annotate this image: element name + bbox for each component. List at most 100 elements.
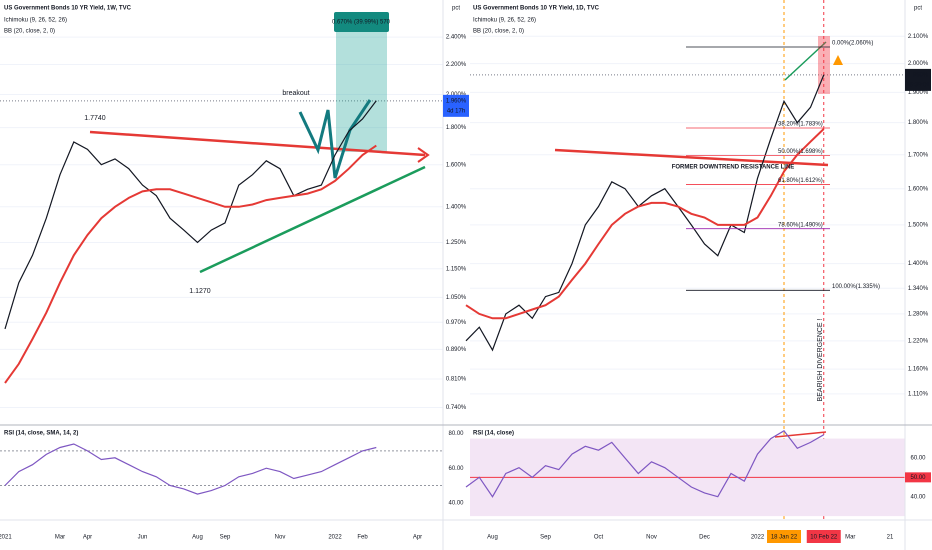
x-tick-label: Aug — [192, 535, 203, 541]
y-tick-label: 2.400% — [446, 35, 467, 41]
last-price-bg — [905, 68, 931, 91]
date-label-bg — [767, 530, 801, 543]
indicator-label: Ichimoku (9, 26, 52, 26) — [473, 18, 536, 24]
warning-icon — [833, 55, 843, 65]
y-tick-label: 0.740% — [446, 405, 467, 411]
y-tick-label: 1.340% — [908, 286, 929, 292]
x-tick-label: Mar — [845, 535, 855, 541]
series-line — [465, 430, 825, 498]
x-tick-label: Feb — [357, 535, 368, 541]
annotation: FORMER DOWNTREND RESISTANCE LINE — [672, 165, 795, 171]
y-tick-label: 1.500% — [908, 223, 929, 229]
y-tick-label: 1.250% — [446, 240, 467, 246]
callout-bg — [334, 12, 389, 32]
trendline — [554, 148, 829, 167]
x-tick-label: 10 Feb 22 — [810, 535, 838, 541]
chart-title: US Government Bonds 10 YR Yield, 1W, TVC — [4, 6, 132, 12]
chart-title: RSI (14, close, SMA, 14, 2) — [4, 431, 78, 437]
x-tick-label: Apr — [413, 535, 422, 541]
x-tick-label: Nov — [646, 535, 657, 541]
x-tick-label: Aug — [487, 535, 498, 541]
x-tick-label: Jun — [138, 535, 148, 541]
x-tick-label: Dec — [699, 535, 710, 541]
y-tick-label: 0.890% — [446, 347, 467, 353]
y-tick-label: 1.600% — [446, 162, 467, 168]
indicator-label: BB (20, close, 2, 0) — [4, 29, 55, 35]
y-tick-label: 1.800% — [446, 125, 467, 131]
divergence-line — [774, 431, 827, 438]
chart-layer: 2.400% 2.200% 2.000% 1.800% 1.600% 1.400% 1.25… — [0, 6, 931, 543]
y-tick-label: 1.160% — [908, 367, 929, 373]
y-tick-label: 1.110% — [908, 391, 929, 397]
annotation: breakout — [282, 90, 309, 97]
last-price-label: 1.960% — [446, 98, 467, 104]
fib-label: 61.80%(1.612%) — [778, 178, 823, 184]
last-price-bg — [443, 94, 469, 117]
level-label: 1.7740 — [84, 115, 106, 122]
y-tick-label: 1.800% — [908, 120, 929, 126]
trendline — [199, 165, 426, 274]
y-tick-label: 40.00 — [910, 494, 926, 500]
y-tick-label: 80.00 — [448, 431, 464, 437]
series-line — [465, 128, 825, 320]
fib-label: 38.20%(1.783%) — [778, 122, 823, 128]
fib-label: 0.00%(2.060%) — [832, 41, 873, 47]
arrow — [417, 147, 430, 163]
callout-text: 0.670% (39.99%) 570 — [332, 20, 391, 26]
y-tick-label: 60.00 — [448, 466, 464, 472]
x-tick-label: 2022 — [328, 535, 342, 541]
y-tick-label: 2.100% — [908, 34, 929, 40]
highlight-box — [818, 36, 830, 94]
x-tick-label: Nov — [275, 535, 286, 541]
y-tick-label: 2.200% — [446, 62, 467, 68]
x-tick-label: 2022 — [751, 535, 765, 541]
fib-label: 100.00%(1.335%) — [832, 284, 880, 290]
countdown: 4d 17h — [447, 108, 465, 114]
y-tick-label: 0.810% — [446, 377, 467, 383]
axis-unit: pct — [914, 6, 922, 12]
countdown: 16:39:01 — [906, 82, 930, 88]
series-line — [4, 443, 377, 495]
last-price-label: 1.960% — [908, 72, 929, 78]
indicator-label: Ichimoku (9, 26, 52, 26) — [4, 18, 67, 24]
y-tick-label: 1.400% — [446, 204, 467, 210]
y-tick-label: 2.000% — [908, 61, 929, 67]
chart-title: RSI (14, close) — [473, 431, 514, 437]
date-label-bg — [806, 530, 841, 543]
x-tick-label: 18 Jan 22 — [771, 535, 798, 541]
y-tick-label: 1.280% — [908, 311, 929, 317]
fib-label: 50.00%(1.698%) — [778, 149, 823, 155]
y-tick-label: 1.220% — [908, 338, 929, 344]
path-drawing — [298, 99, 372, 179]
x-tick-label: Sep — [540, 535, 551, 541]
grid-layer — [0, 0, 905, 520]
trendline — [784, 41, 827, 81]
series-line — [4, 100, 377, 330]
annotation: BEARISH DIVERGENCE ! — [817, 319, 824, 402]
y-tick-label: 50.00 — [910, 475, 926, 481]
y-tick-label: 1.700% — [908, 152, 929, 158]
level-label: 1.1270 — [189, 288, 211, 295]
tick-label-bg — [905, 472, 931, 483]
y-tick-label: 1.150% — [446, 266, 467, 272]
fib-label: 78.60%(1.490%) — [778, 222, 823, 228]
axis-unit: pct — [452, 6, 460, 12]
y-tick-label: 0.970% — [446, 320, 467, 326]
indicator-label: BB (20, close, 2, 0) — [473, 29, 524, 35]
x-tick-label: 2021 — [0, 535, 12, 541]
x-tick-label: Oct — [594, 535, 604, 541]
series-line — [4, 144, 377, 384]
y-tick-label: 1.050% — [446, 295, 467, 301]
x-tick-label: 21 — [887, 535, 894, 541]
chart-title: US Government Bonds 10 YR Yield, 1D, TVC — [473, 6, 600, 12]
x-tick-label: Apr — [83, 535, 92, 541]
y-tick-label: 1.900% — [908, 90, 929, 96]
measure-box — [336, 32, 387, 152]
y-tick-label: 1.400% — [908, 261, 929, 267]
x-tick-label: Sep — [220, 535, 231, 541]
y-tick-label: 1.600% — [908, 186, 929, 192]
x-tick-label: Mar — [55, 535, 65, 541]
y-tick-label: 60.00 — [910, 456, 926, 462]
